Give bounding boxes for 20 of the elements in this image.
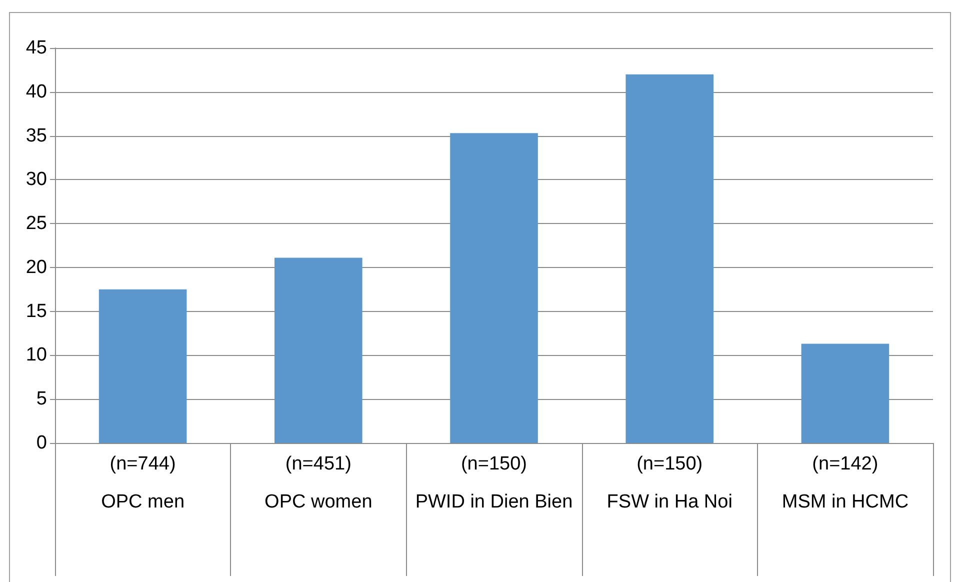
- y-tick-label: 45: [26, 38, 47, 58]
- y-tick-label: 35: [26, 125, 47, 146]
- bar: [450, 133, 538, 443]
- x-tick-label: (n=142) MSM in HCMC: [782, 454, 909, 512]
- y-tick-label: 25: [26, 213, 47, 234]
- bar: [626, 74, 714, 443]
- y-tick-label: 0: [36, 432, 47, 454]
- y-tick-label: 30: [26, 169, 47, 190]
- y-tick-label: 20: [26, 256, 47, 278]
- bar: [801, 344, 890, 443]
- x-tick-label: (n=451) OPC women: [264, 454, 372, 512]
- y-tick-label: 10: [26, 344, 47, 366]
- x-tick-label: (n=150) FSW in Ha Noi: [606, 454, 732, 512]
- x-tick-label: (n=744) OPC men: [101, 454, 185, 512]
- x-tick-label: (n=150) PWID in Dien Bien: [415, 454, 573, 512]
- bar: [98, 289, 187, 443]
- y-tick-label: 5: [36, 388, 47, 410]
- y-tick-label: 40: [26, 81, 47, 102]
- bar: [274, 258, 362, 443]
- y-tick-label: 15: [26, 300, 47, 322]
